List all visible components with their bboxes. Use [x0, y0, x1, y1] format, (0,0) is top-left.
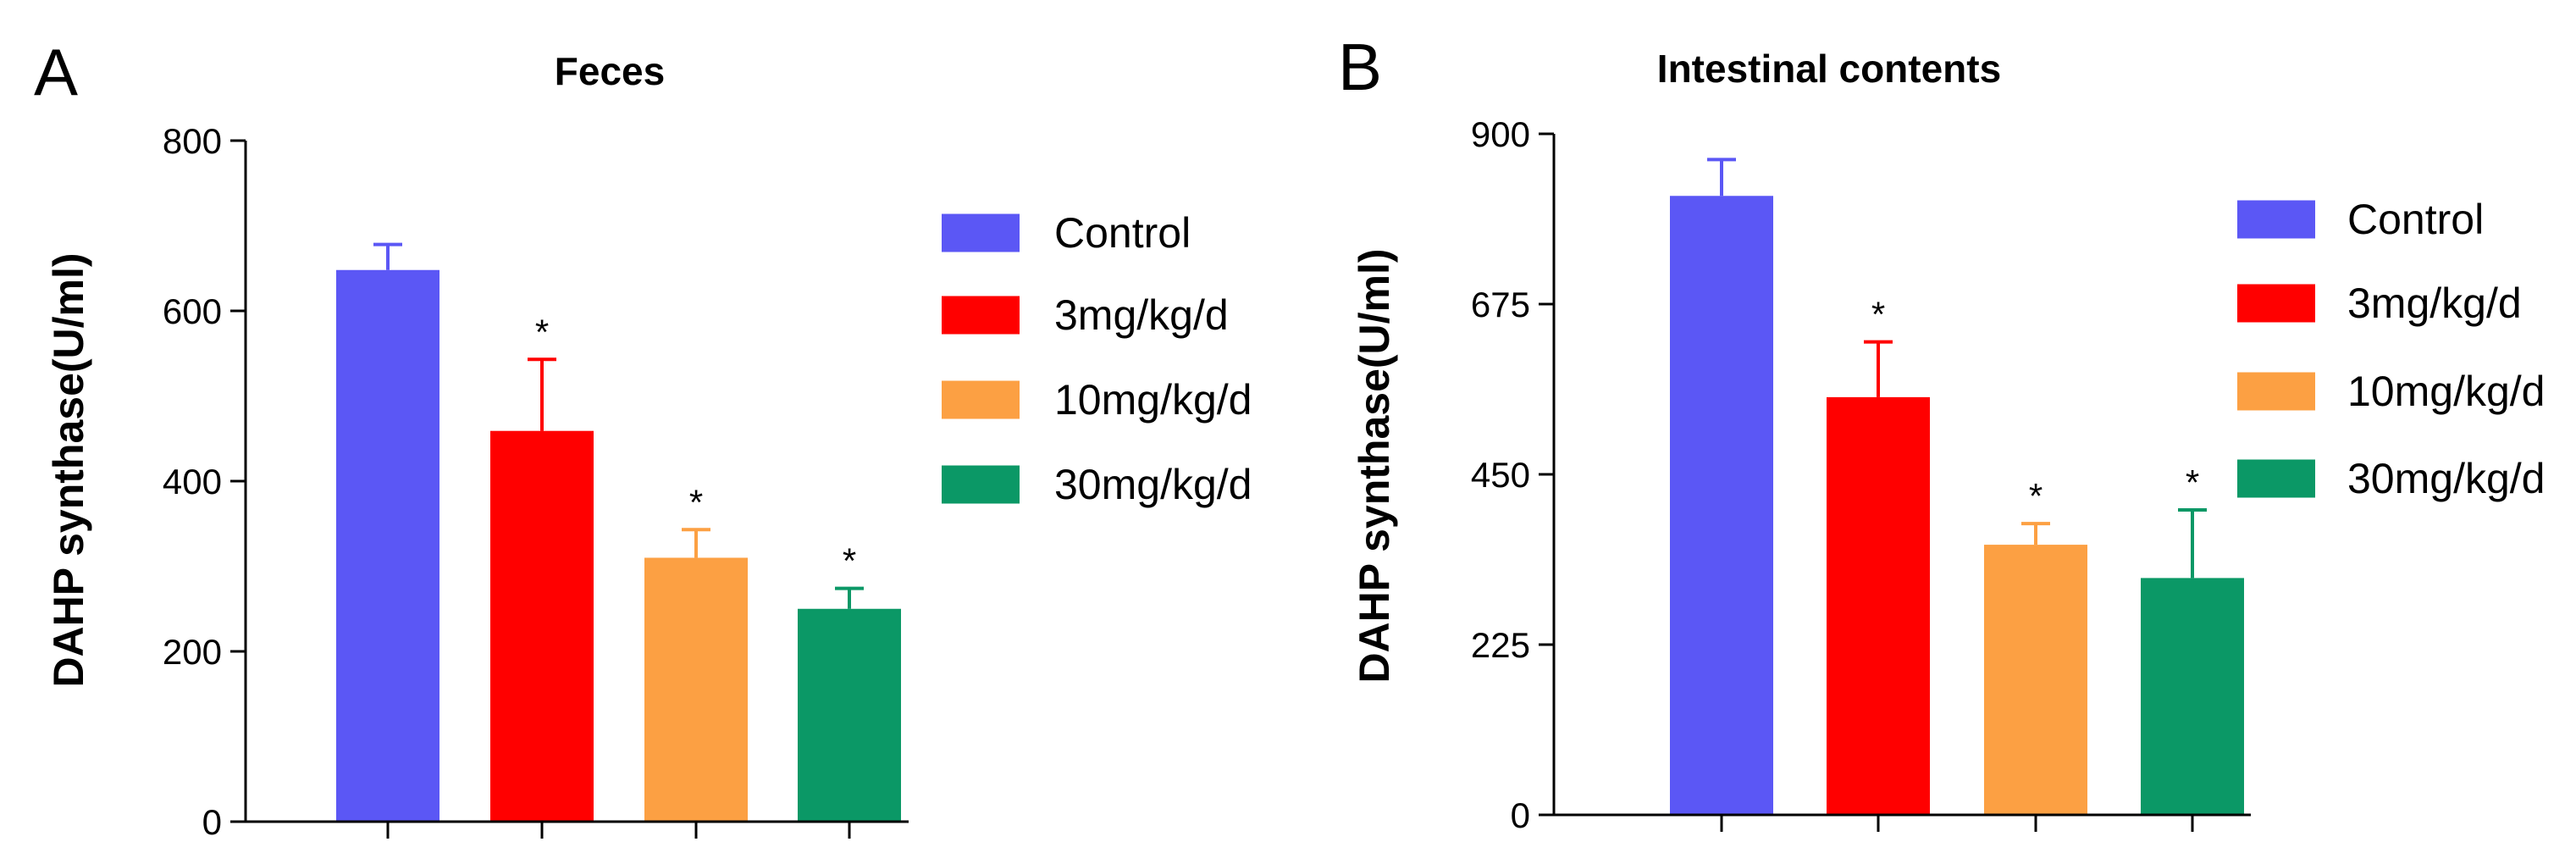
panel-b-y-tick-label-1: 0	[1511, 795, 1530, 835]
panel-a-legend-label-4: 30mg/kg/d	[1054, 461, 1252, 508]
panel-b-label: B	[1338, 30, 1382, 104]
panel-a-y-tick-label-5: 800	[163, 121, 222, 161]
panel-b-legend-label-4: 30mg/kg/d	[2347, 455, 2545, 502]
panel-b-legend-label-1: Control	[2347, 196, 2484, 243]
panel-b-title: Intestinal contents	[1657, 47, 2001, 91]
panel-a-significance-3: *	[689, 482, 703, 522]
panel-b-legend-swatch-3	[2237, 372, 2315, 411]
panel-b-legend-label-2: 3mg/kg/d	[2347, 280, 2522, 327]
panel-a-legend-label-1: Control	[1054, 209, 1191, 257]
panel-a-title: Feces	[555, 49, 665, 93]
panel-b-legend: Control 3mg/kg/d 10mg/kg/d 30mg/kg/d	[2237, 196, 2545, 502]
panel-a-legend-label-2: 3mg/kg/d	[1054, 291, 1229, 339]
panel-b-legend-swatch-4	[2237, 459, 2315, 498]
panel-b-significance-4: *	[2186, 462, 2199, 502]
panel-a-bar-3	[644, 557, 748, 822]
panel-b-bar-1	[1670, 196, 1773, 816]
panel-b-legend-swatch-1	[2237, 200, 2315, 239]
panel-a-bar-4	[798, 608, 901, 822]
panel-a-legend-swatch-1	[942, 213, 1020, 252]
panel-a-significance-4: *	[843, 541, 856, 581]
panel-a-significance-2: *	[535, 312, 549, 352]
panel-a-plot: * * * 0 200 400 600 800	[163, 121, 909, 842]
panel-b-legend-label-3: 10mg/kg/d	[2347, 368, 2545, 415]
panel-b-y-axis-label: DAHP synthase(U/ml)	[1351, 248, 1398, 683]
panel-a-feces: A Feces DAHP synthase(U/ml) * * * 0 200 400 60…	[34, 35, 1252, 842]
panel-a-legend-label-3: 10mg/kg/d	[1054, 376, 1252, 424]
panel-a-y-tick-label-3: 400	[163, 462, 222, 501]
panel-a-bar-2	[490, 430, 594, 822]
panel-a-y-tick-label-1: 0	[202, 802, 222, 842]
panel-b-legend-swatch-2	[2237, 284, 2315, 323]
panel-a-legend-swatch-2	[942, 296, 1020, 335]
panel-b-significance-3: *	[2029, 476, 2043, 516]
panel-b-y-tick-label-4: 675	[1471, 285, 1530, 324]
panel-b-bar-3	[1984, 545, 2087, 815]
panel-b-y-tick-label-5: 900	[1471, 114, 1530, 154]
panel-a-bar-1	[336, 269, 439, 822]
panel-a-y-tick-label-2: 200	[163, 632, 222, 672]
panel-b-intestinal-contents: B Intestinal contents DAHP synthase(U/ml…	[1338, 30, 2545, 835]
panel-a-y-axis-label: DAHP synthase(U/ml)	[45, 252, 92, 687]
panel-b-bar-2	[1827, 396, 1930, 815]
panel-b-significance-2: *	[1871, 295, 1885, 335]
panel-b-bar-4	[2141, 578, 2244, 815]
panel-a-label: A	[34, 35, 78, 109]
panel-a-y-tick-label-4: 600	[163, 291, 222, 331]
panel-b-plot: * * * 0 225 450 675 900	[1471, 114, 2251, 835]
panel-b-y-tick-label-2: 225	[1471, 625, 1530, 665]
panel-a-legend: Control 3mg/kg/d 10mg/kg/d 30mg/kg/d	[942, 209, 1252, 508]
panel-b-y-tick-label-3: 450	[1471, 455, 1530, 495]
panel-a-legend-swatch-3	[942, 380, 1020, 419]
panel-a-legend-swatch-4	[942, 465, 1020, 504]
